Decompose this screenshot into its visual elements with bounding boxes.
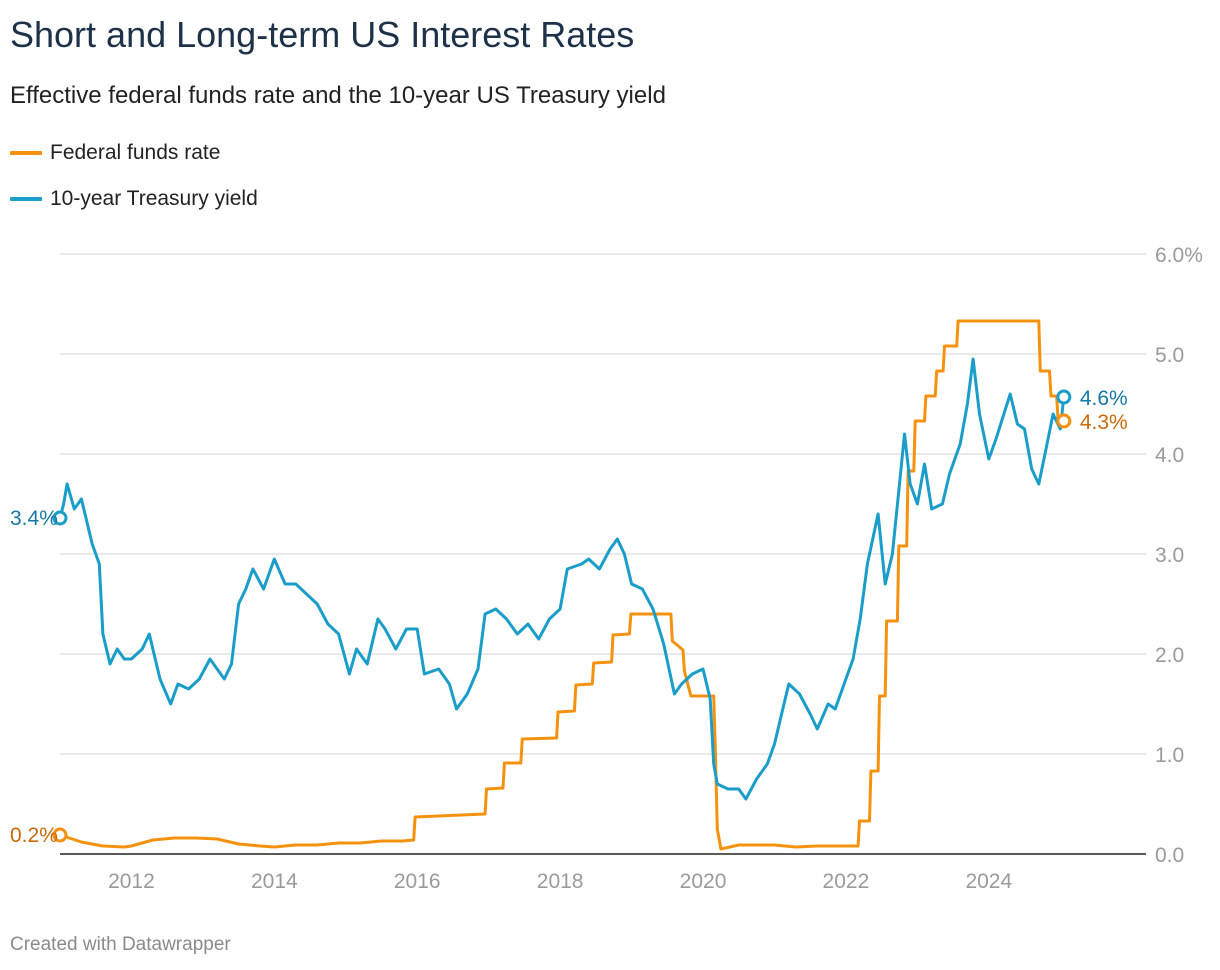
y-tick-label-5: 5.0 (1155, 344, 1184, 367)
y-tick-label-2: 2.0 (1155, 644, 1184, 667)
y-tick-label-6: 6.0% (1155, 244, 1203, 267)
chart-title: Short and Long-term US Interest Rates (10, 14, 635, 55)
y-tick-label-4: 4.0 (1155, 444, 1184, 467)
y-tick-label-1: 1.0 (1155, 744, 1184, 767)
y-tick-label-0: 0.0 (1155, 844, 1184, 867)
fed-start-marker (52, 827, 68, 843)
fed-funds-line (58, 319, 1066, 851)
legend-item-treasury: 10-year Treasury yield (10, 187, 258, 211)
x-tick-label-2: 2016 (394, 870, 441, 893)
x-tick-label-4: 2020 (680, 870, 727, 893)
fed-start-label: 0.2% (10, 824, 58, 847)
x-tick-label-0: 2012 (108, 870, 155, 893)
legend-swatch-fed (10, 151, 42, 155)
x-tick-label-6: 2024 (965, 870, 1012, 893)
fed-end-label: 4.3% (1080, 411, 1128, 434)
treasury-end-label: 4.6% (1080, 387, 1128, 410)
fed-end-marker (1056, 413, 1072, 429)
legend-label-fed: Federal funds rate (50, 141, 221, 164)
treasury-end-marker (1056, 389, 1072, 405)
x-tick-label-5: 2022 (823, 870, 870, 893)
x-tick-label-1: 2014 (251, 870, 298, 893)
chart-subtitle: Effective federal funds rate and the 10-… (10, 82, 666, 109)
y-tick-label-3: 3.0 (1155, 544, 1184, 567)
credit-footer: Created with Datawrapper (10, 934, 231, 955)
treasury-start-marker (52, 510, 68, 526)
treasury-start-label: 3.4% (10, 507, 58, 530)
legend-label-treasury: 10-year Treasury yield (50, 187, 258, 210)
legend-swatch-treasury (10, 197, 42, 201)
x-tick-label-3: 2018 (537, 870, 584, 893)
legend-item-fed: Federal funds rate (10, 141, 220, 165)
treasury-yield-line (58, 357, 1066, 801)
